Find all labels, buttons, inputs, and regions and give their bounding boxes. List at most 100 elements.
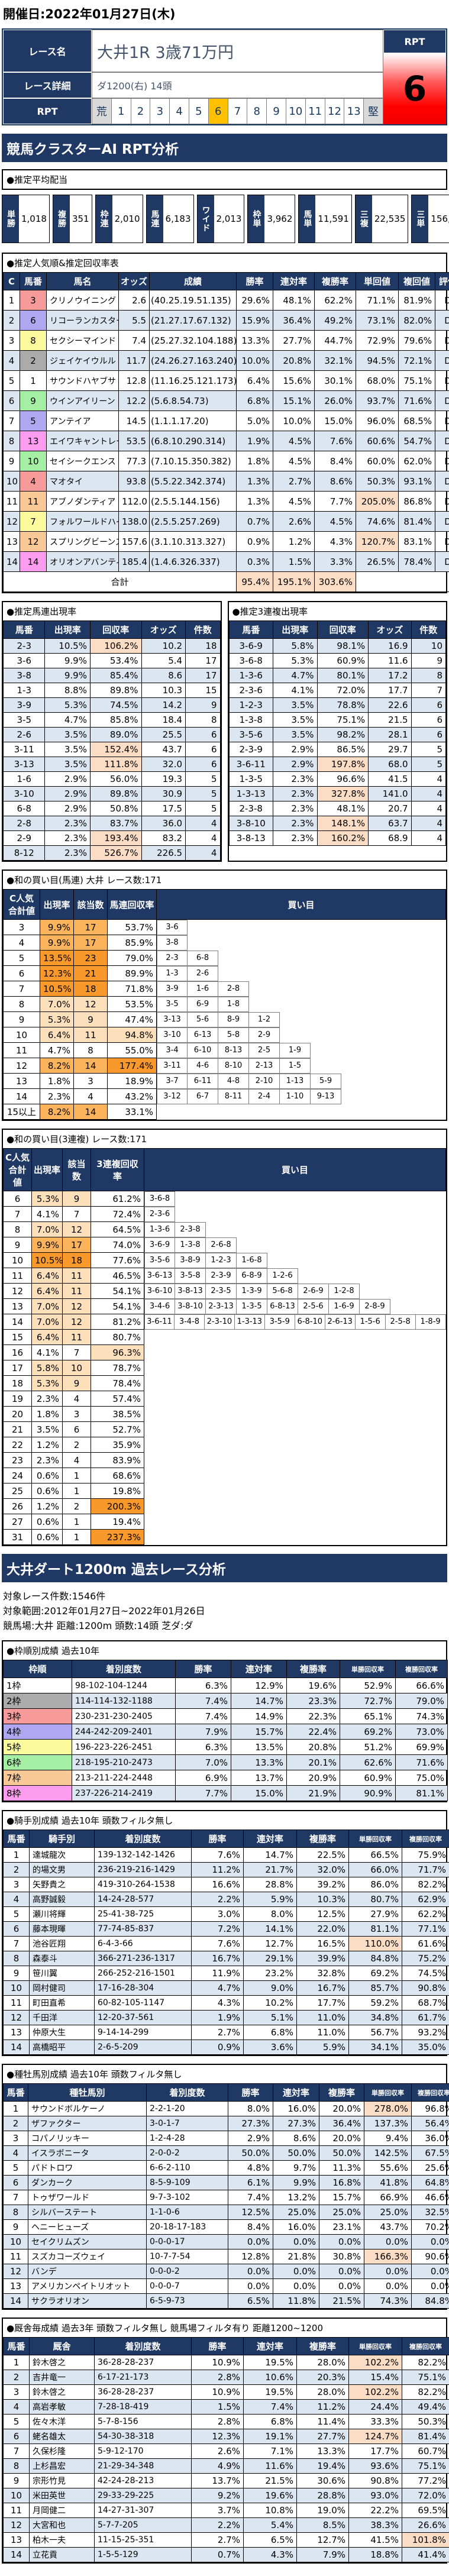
stat-cell: 49.4% bbox=[402, 2400, 449, 2415]
stat-cell: 12.9% bbox=[231, 1678, 287, 1693]
stat-cell: 79.0% bbox=[396, 1693, 448, 1709]
stat-cell: 10.6% bbox=[244, 2370, 297, 2385]
c-rank-cell: 3 bbox=[4, 331, 20, 351]
stat-cell: 16.0% bbox=[273, 2220, 319, 2235]
horse-number-cell: 6 bbox=[4, 2176, 28, 2190]
stat-cell: 21.9% bbox=[287, 1786, 340, 1801]
column-header: 勝率 bbox=[176, 1660, 231, 1678]
stat-cell: 12.5% bbox=[297, 1907, 349, 1922]
stat-cell: 8.5% bbox=[297, 2518, 349, 2533]
column-header: C人気合計値 bbox=[4, 890, 40, 920]
stat-cell: 8.0% bbox=[228, 2102, 273, 2116]
horse-number-cell: 13 bbox=[4, 2025, 30, 2040]
odds-cell: 12.2 bbox=[119, 391, 150, 411]
payout-value: 22,535 bbox=[372, 195, 408, 243]
payout-bet-type-label: 複勝 bbox=[53, 195, 70, 243]
roi-cell: 64.5% bbox=[91, 1222, 144, 1237]
match-count-cell: 10 bbox=[63, 1360, 91, 1376]
record-cell: (7.10.15.350.382) bbox=[150, 451, 237, 471]
stat-cell: 73.1% bbox=[356, 311, 399, 331]
popularity-sum-cell: 25 bbox=[4, 1483, 32, 1499]
buy-list-wrap bbox=[144, 1453, 446, 1468]
buy-pick: 3-10 bbox=[157, 1027, 188, 1043]
stat-cell: 75.1% bbox=[317, 713, 369, 728]
stat-cell: 68.9 bbox=[369, 831, 411, 846]
record-cell: 20-18-17-183 bbox=[147, 2220, 228, 2235]
name-cell: 町田直希 bbox=[30, 1996, 95, 2011]
stat-cell: 2.9% bbox=[273, 757, 318, 772]
column-header: 複勝回収率 bbox=[402, 1830, 449, 1848]
stat-cell: 5.4% bbox=[244, 2518, 297, 2533]
name-cell: 矢野貴之 bbox=[30, 1877, 95, 1892]
column-header: 連対率 bbox=[231, 1660, 287, 1678]
rpt-scale-cell: 堅 bbox=[364, 99, 383, 124]
stat-cell: 79.6% bbox=[399, 331, 435, 351]
name-cell: 蛯名雄太 bbox=[30, 2429, 95, 2444]
record-cell: (24.26.27.163.240) bbox=[150, 351, 237, 371]
buy-pick: 6-10 bbox=[188, 1043, 218, 1058]
buy-list-cell bbox=[144, 1360, 446, 1376]
eval-cell: D bbox=[435, 492, 449, 512]
appearance-rate-cell: 1.2% bbox=[32, 1499, 63, 1514]
stat-cell: 85.4% bbox=[90, 668, 141, 683]
match-count-cell: 12 bbox=[74, 997, 108, 1012]
record-cell: 36-28-28-237 bbox=[95, 2385, 192, 2400]
buy-pick: 1-8 bbox=[218, 997, 249, 1012]
stat-cell: 71.6% bbox=[399, 391, 435, 411]
stat-cell: 50.8% bbox=[90, 801, 141, 816]
match-count-cell: 1 bbox=[63, 1530, 91, 1545]
buy-pick: 2-8 bbox=[218, 981, 249, 997]
race-name-value: 大井1R 3歳71万円 bbox=[92, 30, 383, 72]
horse-number-cell: 10 bbox=[4, 2488, 30, 2503]
record-cell: 17-16-28-304 bbox=[95, 1981, 192, 1996]
rpt-scale-cell: 10 bbox=[286, 99, 306, 124]
stat-cell: 4.1% bbox=[273, 683, 318, 698]
appearance-rate-cell: 9.9% bbox=[40, 920, 74, 935]
appearance-rate-cell: 7.0% bbox=[40, 997, 74, 1012]
odds-cell: 5.5 bbox=[119, 311, 150, 331]
stat-cell: 4.9% bbox=[192, 2459, 244, 2474]
popularity-sum-cell: 4 bbox=[4, 935, 40, 951]
stat-cell: 68.0 bbox=[369, 757, 411, 772]
stat-cell: 62.0% bbox=[399, 451, 435, 471]
c-rank-cell: 6 bbox=[4, 391, 20, 411]
buy-pick: 2-3 bbox=[157, 951, 188, 966]
stat-cell: 83.1% bbox=[399, 532, 435, 552]
record-cell: 2-2-1-20 bbox=[147, 2102, 228, 2116]
record-cell: 11-15-25-351 bbox=[95, 2533, 192, 2548]
buy-pick: 4-8 bbox=[218, 1074, 249, 1089]
stat-cell: 89.8% bbox=[90, 787, 141, 801]
sire-stats-box: ●種牡馬別成績 過去10年 頭数フィルタ無し 馬番種牡馬別着別度数勝率連対率複勝… bbox=[2, 2064, 447, 2310]
combination-cell: 2-6 bbox=[4, 728, 45, 742]
horse-number-cell: 5 bbox=[4, 2415, 30, 2429]
horse-number-cell: 4 bbox=[20, 471, 47, 492]
match-count-cell: 1 bbox=[63, 1468, 91, 1483]
stable-stats-title: ●厩舎毎成績 過去3年 頭数フィルタ無し 競馬場フィルタ有り 距離1200~12… bbox=[3, 2319, 446, 2337]
stat-cell: 6.5% bbox=[228, 2294, 273, 2309]
total-spacer bbox=[356, 572, 449, 592]
appearance-rate-cell: 0.6% bbox=[32, 1468, 63, 1483]
stat-cell: 63.7 bbox=[369, 816, 411, 831]
popularity-roi-table: C馬番馬名オッズ成績勝率連対率複勝率単回値複回値評価13クリノウイニング2.6(… bbox=[3, 272, 449, 592]
column-header: 複勝率 bbox=[297, 2338, 349, 2355]
buy-list-cell bbox=[144, 1468, 446, 1483]
buy-pick: 2-3-6 bbox=[144, 1207, 175, 1222]
stat-cell: 0.9% bbox=[237, 532, 273, 552]
roi-cell: 47.4% bbox=[108, 1012, 157, 1027]
column-header: 馬番 bbox=[4, 2084, 28, 2102]
